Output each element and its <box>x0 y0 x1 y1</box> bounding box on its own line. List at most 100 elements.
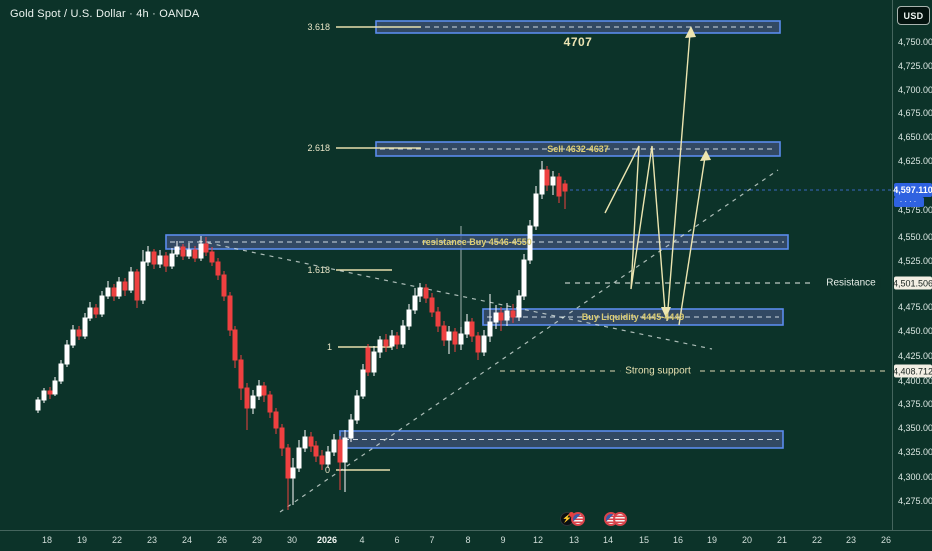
time-tick: 26 <box>216 535 228 545</box>
candle-down <box>151 251 157 265</box>
chart-canvas[interactable]: Gold Spot / U.S. Dollar · 4h · OANDA Sel… <box>0 0 892 530</box>
time-tick: 4 <box>359 535 365 545</box>
candle-up <box>371 351 377 373</box>
projection-zigzag[interactable] <box>604 145 666 312</box>
candle-up <box>348 419 354 439</box>
price-tick: 4,400.000 <box>898 376 932 386</box>
event-flag-us-icon[interactable] <box>571 512 585 526</box>
price-tick: 4,425.000 <box>898 351 932 361</box>
candle-down <box>244 387 250 409</box>
buy-liquidity-zone-label[interactable]: Buy Liquidity 4445-4449 <box>581 312 685 322</box>
time-tick: 16 <box>672 535 684 545</box>
currency-toggle-button[interactable]: USD <box>897 6 930 25</box>
time-tick: 18 <box>41 535 53 545</box>
candle-up <box>140 261 146 301</box>
candle-down <box>163 255 169 267</box>
candle-up <box>87 307 93 319</box>
time-tick: 2026 <box>316 535 338 545</box>
candle-up <box>290 467 296 479</box>
candle-up <box>157 255 163 265</box>
price-tick: 4,750.000 <box>898 37 932 47</box>
price-tick: 4,575.000 <box>898 205 932 215</box>
price-tick: 4,725.000 <box>898 61 932 71</box>
candle-down <box>441 325 447 341</box>
chart-svg[interactable] <box>0 0 892 530</box>
time-tick: 23 <box>146 535 158 545</box>
projection-arrow-to-target[interactable] <box>666 32 691 322</box>
candle-down <box>279 427 285 449</box>
candle-down <box>76 329 82 337</box>
candle-up <box>52 380 58 395</box>
candle-up <box>99 295 105 315</box>
resistance-label[interactable]: Resistance <box>821 277 881 289</box>
time-tick: 15 <box>638 535 650 545</box>
candle-down <box>308 436 314 447</box>
candle-down <box>365 347 371 373</box>
time-tick: 26 <box>880 535 892 545</box>
candle-up <box>417 287 423 297</box>
time-tick: 30 <box>286 535 298 545</box>
time-axis[interactable]: 18 19 22 23 24 26 29 30 2026 4 6 7 8 9 12 13 14 15 16 19 20 2… <box>0 530 932 551</box>
candle-down <box>556 176 562 197</box>
candle-up <box>354 395 360 421</box>
sell-zone-label[interactable]: Sell 4632-4637 <box>547 144 609 154</box>
price-tick: 4,525.000 <box>898 256 932 266</box>
time-tick: 13 <box>568 535 580 545</box>
time-tick: 22 <box>111 535 123 545</box>
time-tick: 19 <box>706 535 718 545</box>
arrowhead-up-sell <box>700 150 711 161</box>
candle-up <box>481 335 487 353</box>
price-axis[interactable]: USD 4,750.000 4,725.000 4,700.000 4,675.000… <box>892 0 932 530</box>
candle-up <box>41 390 47 401</box>
candle-up <box>145 251 151 263</box>
candle-up <box>174 246 180 255</box>
candle-down <box>267 394 273 413</box>
time-tick: 7 <box>429 535 435 545</box>
candle-up <box>198 243 204 259</box>
event-flag-stripes-icon[interactable] <box>613 512 627 526</box>
ascending-trendline[interactable] <box>279 169 779 513</box>
candle-down <box>510 310 516 318</box>
candle-down <box>475 335 481 353</box>
candle-down <box>47 390 53 395</box>
price-level-tag: 4,501.506 <box>892 276 932 290</box>
candle-up <box>539 169 545 195</box>
price-level-tag: 4,408.712 <box>892 364 932 378</box>
price-tick: 4,450.000 <box>898 326 932 336</box>
price-tick: 4,300.000 <box>898 472 932 482</box>
price-tick: 4,275.000 <box>898 496 932 506</box>
candle-up <box>250 395 256 409</box>
price-tick: 4,700.000 <box>898 85 932 95</box>
candle-down <box>261 385 267 396</box>
candle-down <box>215 261 221 276</box>
time-tick: 24 <box>181 535 193 545</box>
candle-up <box>302 436 308 449</box>
candle-down <box>285 447 291 479</box>
candle-up <box>412 295 418 311</box>
projection-arrow-to-sell[interactable] <box>678 156 706 326</box>
candle-down <box>394 335 400 345</box>
fib-label-0: 0 <box>324 465 330 475</box>
candle-up <box>493 312 499 323</box>
candle-up <box>331 439 337 453</box>
candle-down <box>238 359 244 389</box>
price-tick: 4,675.000 <box>898 108 932 118</box>
candle-down <box>227 295 233 331</box>
candle-down <box>93 307 99 315</box>
price-tick: 4,375.000 <box>898 399 932 409</box>
time-tick: 9 <box>500 535 506 545</box>
strong-support-label[interactable]: Strong support <box>620 365 696 377</box>
symbol-title[interactable]: Gold Spot / U.S. Dollar · 4h · OANDA <box>10 8 200 20</box>
candle-down <box>429 297 435 313</box>
fib-label-1: 1 <box>326 342 332 352</box>
bar-countdown-label: ···· <box>894 197 924 207</box>
descending-trendline[interactable] <box>198 240 713 350</box>
resistance-buy-zone-label[interactable]: resistance Buy 4546-4550 <box>422 237 532 247</box>
time-tick: 23 <box>845 535 857 545</box>
candle-down <box>180 246 186 257</box>
candle-up <box>70 329 76 346</box>
candle-up <box>458 333 464 345</box>
candle-up <box>116 281 122 297</box>
candle-up <box>504 310 510 321</box>
